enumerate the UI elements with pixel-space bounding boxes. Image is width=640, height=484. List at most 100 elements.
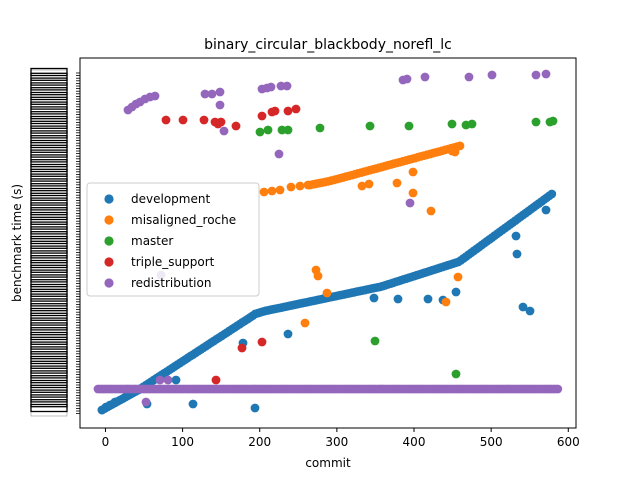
- data-point-triple-support: [216, 117, 226, 127]
- data-point-misaligned-roche: [267, 186, 277, 196]
- data-point-master: [467, 119, 477, 129]
- y-tick-marks: [76, 72, 80, 415]
- data-point-triple-support: [211, 375, 221, 385]
- data-point-misaligned-roche: [441, 297, 451, 307]
- data-point-development: [283, 329, 293, 339]
- data-point-triple-support: [291, 104, 301, 114]
- data-point-misaligned-roche: [322, 288, 332, 298]
- data-point-redistribution: [155, 375, 165, 385]
- x-tick-label: 300: [325, 435, 348, 449]
- legend-marker-misaligned-roche: [104, 215, 114, 225]
- data-point-misaligned-roche: [300, 318, 310, 328]
- data-point-master: [370, 336, 380, 346]
- x-axis-label: commit: [305, 456, 351, 470]
- data-point-redistribution: [464, 72, 474, 82]
- x-axis-ticks: 0 100 200 300 400 500 600: [102, 428, 580, 449]
- data-point-development: [451, 287, 461, 297]
- data-point-redistribution: [200, 89, 210, 99]
- data-point-development: [541, 205, 551, 215]
- x-tick-label: 400: [403, 435, 426, 449]
- plot-points: [93, 69, 563, 415]
- legend-box: [86, 182, 260, 297]
- data-point-redistribution: [215, 100, 225, 110]
- legend-label: misaligned_roche: [131, 213, 236, 227]
- data-point-misaligned-roche: [392, 178, 402, 188]
- data-point-master: [263, 125, 273, 135]
- data-point-misaligned-roche: [364, 179, 374, 189]
- data-point-master: [447, 119, 457, 129]
- data-point-misaligned-roche: [303, 180, 313, 190]
- data-point-development: [512, 249, 522, 259]
- data-point-development: [250, 403, 260, 413]
- data-point-development: [525, 306, 535, 316]
- y-tick-label-glyph: [30, 69, 68, 417]
- data-point-redistribution: [163, 375, 173, 385]
- data-point-development: [518, 302, 528, 312]
- data-point-redistribution: [405, 198, 415, 208]
- data-point-redistribution: [487, 70, 497, 80]
- data-point-redistribution: [141, 397, 151, 407]
- legend-label: development: [131, 192, 210, 206]
- data-point-redistribution: [531, 70, 541, 80]
- data-point-development: [171, 375, 181, 385]
- data-point-triple-support: [237, 343, 247, 353]
- data-point-master: [365, 121, 375, 131]
- x-tick-label: 200: [248, 435, 271, 449]
- data-point-misaligned-roche: [447, 146, 457, 156]
- data-point-triple-support: [270, 106, 280, 116]
- data-point-redistribution: [553, 384, 563, 394]
- data-point-misaligned-roche: [295, 181, 305, 191]
- legend-label: redistribution: [131, 276, 211, 290]
- data-point-master: [404, 121, 414, 131]
- data-point-development: [511, 231, 521, 241]
- legend-label: master: [131, 234, 173, 248]
- data-point-triple-support: [257, 111, 267, 121]
- data-point-master: [548, 116, 558, 126]
- data-point-development: [110, 397, 120, 407]
- data-point-master: [531, 117, 541, 127]
- data-point-triple-support: [283, 106, 293, 116]
- data-point-redistribution: [420, 72, 430, 82]
- data-point-development: [369, 293, 379, 303]
- x-tick-label: 500: [480, 435, 503, 449]
- data-point-development: [188, 399, 198, 409]
- legend-marker-development: [104, 194, 114, 204]
- data-point-misaligned-roche: [426, 206, 436, 216]
- data-point-master: [315, 123, 325, 133]
- data-point-triple-support: [257, 337, 267, 347]
- data-point-misaligned-roche: [408, 188, 418, 198]
- data-point-redistribution: [266, 82, 276, 92]
- data-point-master: [255, 127, 265, 137]
- chart-title: binary_circular_blackbody_norefl_lc: [204, 37, 452, 53]
- legend-marker-redistribution: [104, 278, 114, 288]
- data-point-misaligned-roche: [408, 167, 418, 177]
- data-point-redistribution: [402, 74, 412, 84]
- data-point-redistribution: [150, 91, 160, 101]
- data-point-redistribution: [207, 89, 217, 99]
- legend-marker-master: [104, 236, 114, 246]
- x-tick-label: 0: [102, 435, 110, 449]
- data-point-misaligned-roche: [286, 182, 296, 192]
- legend-label: triple_support: [131, 255, 215, 269]
- data-point-misaligned-roche: [259, 187, 269, 197]
- data-point-development: [393, 294, 403, 304]
- data-point-master: [451, 369, 461, 379]
- data-point-misaligned-roche: [453, 272, 463, 282]
- x-tick-label: 600: [557, 435, 580, 449]
- y-tick-labels: [30, 67, 68, 417]
- data-point-triple-support: [161, 115, 171, 125]
- y-axis-label: benchmark time (s): [10, 184, 24, 302]
- data-point-redistribution: [215, 87, 225, 97]
- data-point-triple-support: [199, 115, 209, 125]
- legend-marker-triple-support: [104, 257, 114, 267]
- data-point-misaligned-roche: [357, 181, 367, 191]
- data-point-misaligned-roche: [313, 271, 323, 281]
- x-tick-label: 100: [171, 435, 194, 449]
- data-point-master: [283, 125, 293, 135]
- data-point-misaligned-roche: [455, 141, 465, 151]
- data-point-development: [423, 294, 433, 304]
- data-point-redistribution: [541, 69, 551, 79]
